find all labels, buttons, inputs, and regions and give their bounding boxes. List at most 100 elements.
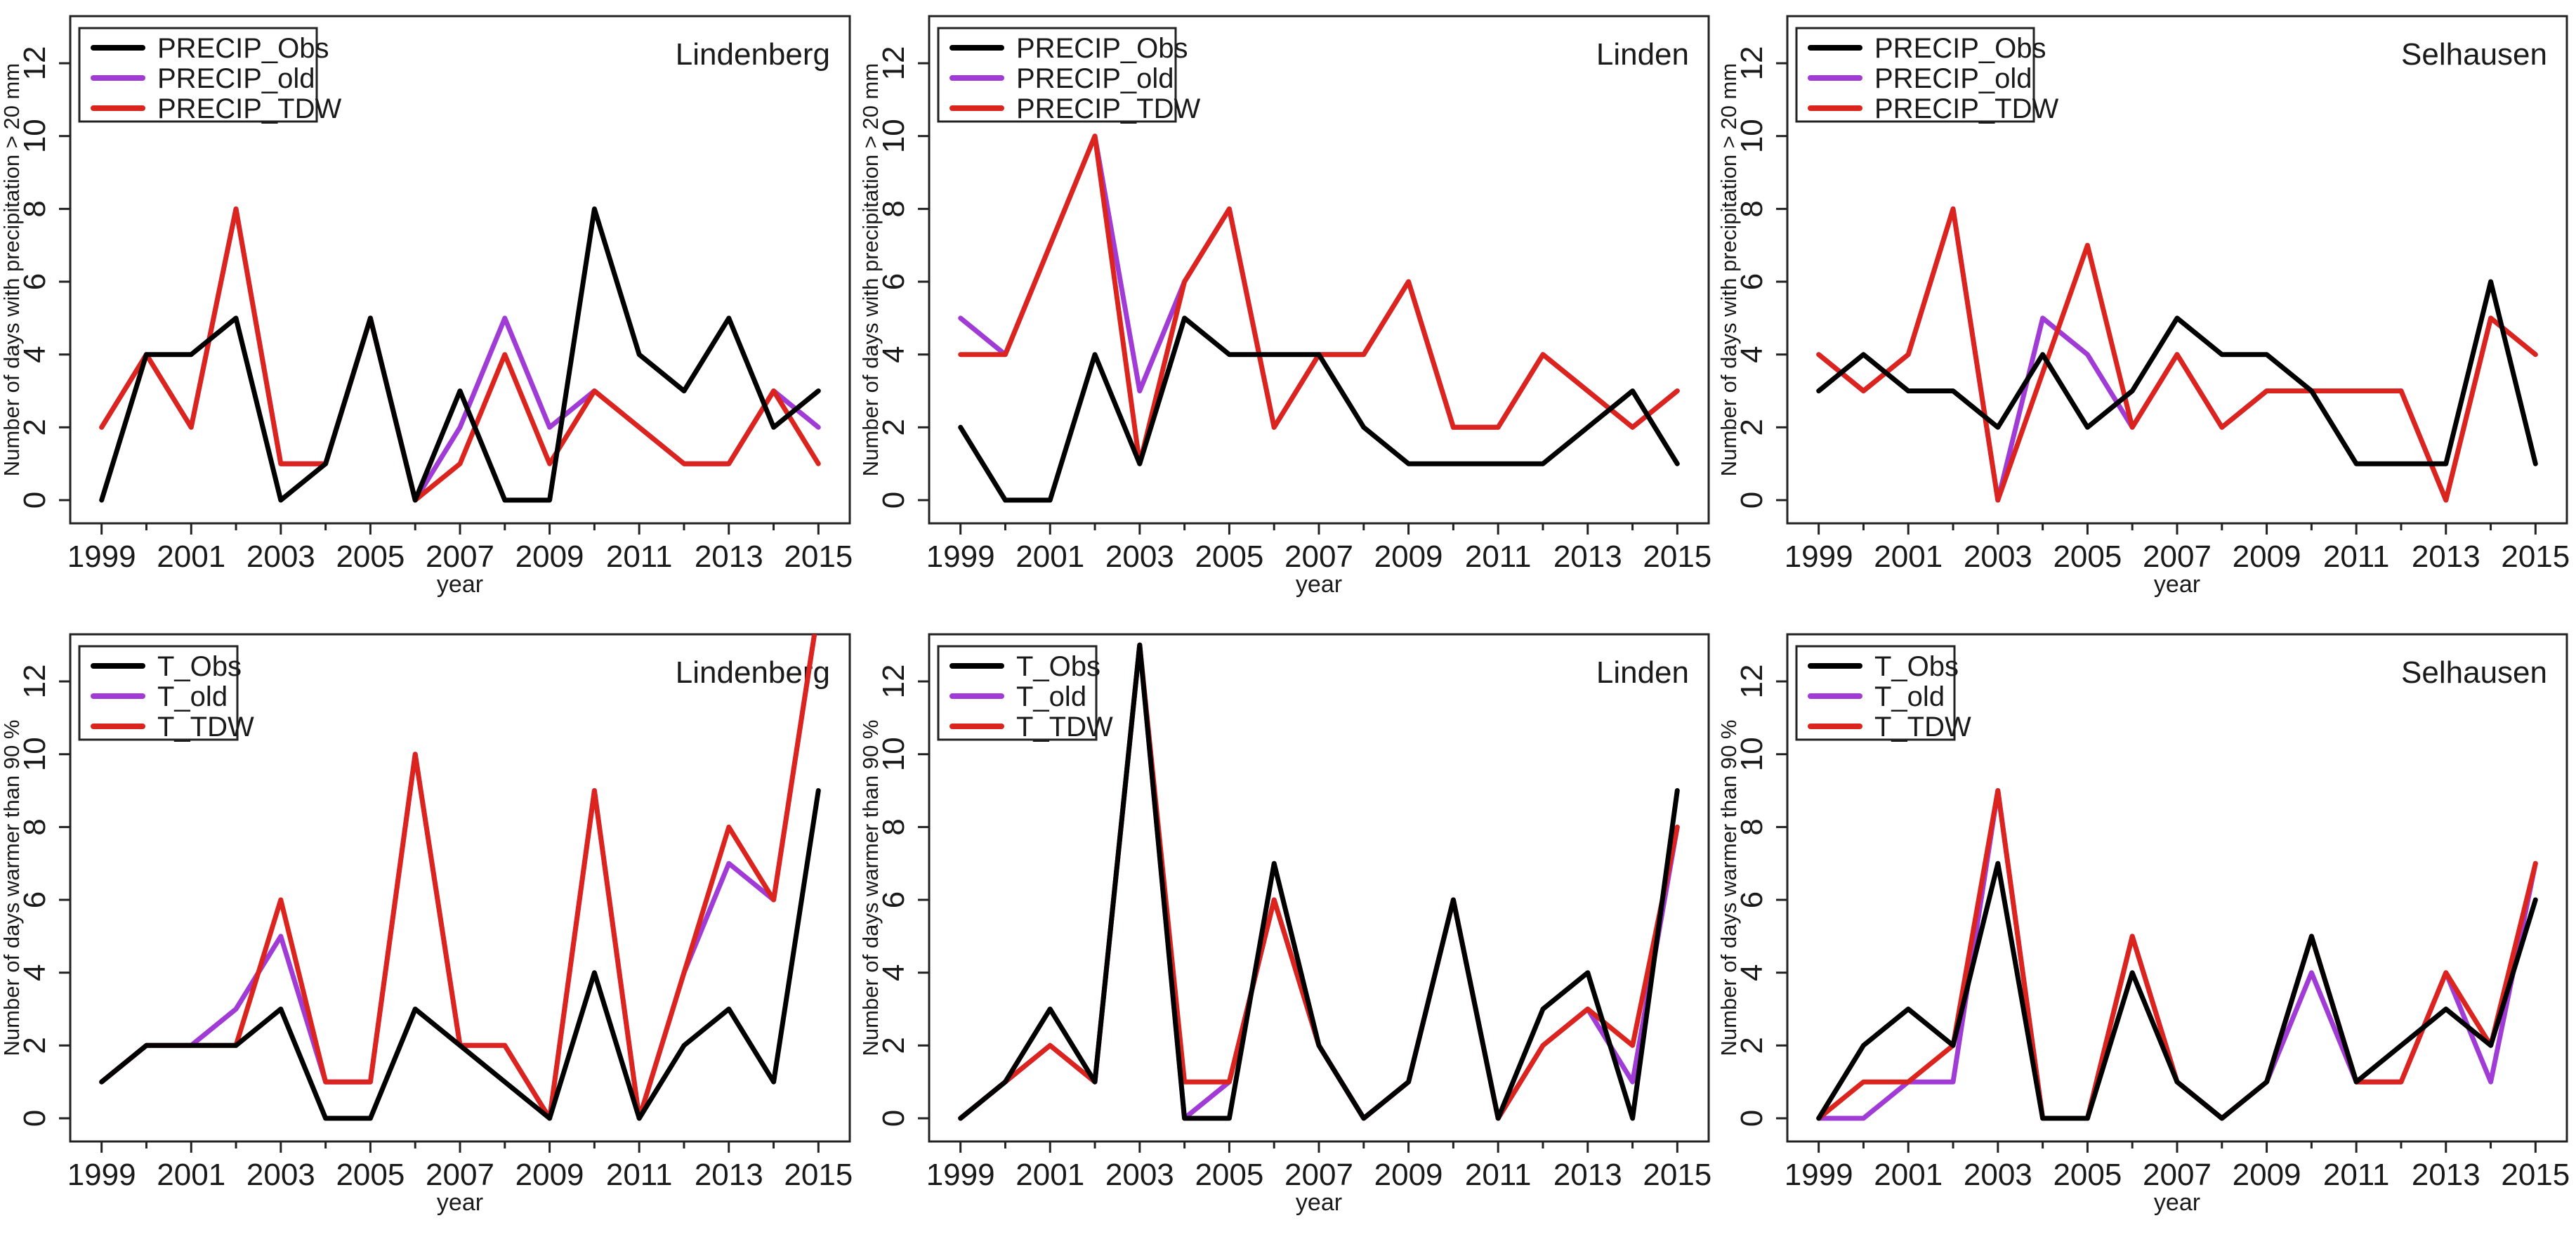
x-tick-label: 2015 (784, 539, 853, 574)
y-tick-label: 8 (876, 818, 911, 835)
y-tick-label: 2 (876, 1037, 911, 1054)
x-tick-label: 2005 (2053, 1158, 2122, 1192)
x-tick-label: 2013 (695, 539, 763, 574)
legend-label-T_old: T_old (1874, 681, 1945, 712)
y-tick-label: 2 (876, 419, 911, 436)
chart-temp-selhausen: 1999 2001 2003 2005 2007 2009 2011 2013 2015 0 2 4 6… (1717, 633, 2570, 1216)
x-tick-label: 2007 (2143, 539, 2212, 574)
y-tick-label: 4 (1735, 346, 1769, 362)
chart-panel-temp-linden: 1999 2001 2003 2005 2007 2009 2011 2013 2015 0 2 4 6… (859, 618, 1718, 1236)
y-tick-label: 10 (876, 737, 911, 771)
y-tick-label: 6 (876, 891, 911, 908)
series-group (1816, 206, 2538, 503)
y-axis-title: Number of days with precipitation > 20 m… (1717, 63, 1741, 476)
y-axis-title: Number of days warmer than 90 % (1717, 720, 1741, 1056)
chart-temp-linden: 1999 2001 2003 2005 2007 2009 2011 2013 2015 0 2 4 6… (859, 633, 1711, 1216)
chart-precip-linden: 1999 2001 2003 2005 2007 2009 2011 2013 2015 0 2 4 6… (859, 15, 1711, 598)
x-tick-label: 1999 (926, 539, 995, 574)
x-tick-label: 1999 (1785, 539, 1853, 574)
x-tick-label: 2011 (1465, 539, 1532, 574)
x-tick-label: 2009 (1374, 539, 1443, 574)
site-label: Selhausen (2401, 655, 2547, 690)
x-tick-label: 2015 (1643, 539, 1711, 574)
y-tick-label: 8 (1735, 818, 1769, 835)
x-tick-label: 2011 (2323, 1158, 2390, 1192)
site-label: Linden (1596, 37, 1689, 72)
x-tick-label: 2005 (336, 539, 405, 574)
x-tick-label: 2005 (2053, 539, 2122, 574)
legend-label-T_old: T_old (157, 681, 228, 712)
chart-precip-selhausen: 1999 2001 2003 2005 2007 2009 2011 2013 2015 0 2 4 6… (1717, 15, 2570, 598)
y-axis-title: Number of days with precipitation > 20 m… (0, 63, 24, 476)
x-tick-label: 2013 (1553, 539, 1622, 574)
x-tick-label: 2001 (1016, 1158, 1084, 1192)
y-tick-label: 10 (18, 119, 52, 153)
x-axis-title: year (2154, 571, 2200, 598)
legend-label-PRECIP_TDW: PRECIP_TDW (1016, 93, 1200, 124)
y-tick-label: 8 (18, 200, 52, 217)
y-tick-label: 4 (18, 964, 52, 981)
y-tick-label: 12 (18, 665, 52, 699)
legend-label-T_old: T_old (1016, 681, 1086, 712)
x-tick-label: 2011 (2323, 539, 2390, 574)
legend-label-T_Obs: T_Obs (1016, 651, 1100, 682)
y-tick-label: 4 (1735, 964, 1769, 981)
y-tick-label: 2 (1735, 1037, 1769, 1054)
series-group (958, 133, 1680, 503)
chart-panel-precip-selhausen: 1999 2001 2003 2005 2007 2009 2011 2013 2015 0 2 4 6… (1717, 0, 2576, 618)
y-tick-label: 0 (876, 1110, 911, 1127)
y-tick-label: 8 (876, 200, 911, 217)
legend-label-T_Obs: T_Obs (157, 651, 242, 682)
legend-label-T_TDW: T_TDW (157, 712, 254, 742)
x-tick-label: 2015 (2501, 539, 2570, 574)
x-tick-label: 2007 (426, 539, 494, 574)
legend-label-T_Obs: T_Obs (1874, 651, 1959, 682)
legend-label-PRECIP_old: PRECIP_old (157, 63, 315, 94)
x-tick-label: 1999 (67, 1158, 136, 1192)
y-tick-label: 4 (18, 346, 52, 362)
x-tick-label: 1999 (1785, 1158, 1853, 1192)
x-tick-label: 2005 (336, 1158, 405, 1192)
y-tick-label: 6 (876, 273, 911, 290)
legend-label-T_TDW: T_TDW (1874, 712, 1971, 742)
y-tick-label: 8 (1735, 200, 1769, 217)
x-tick-label: 2009 (515, 539, 584, 574)
x-tick-label: 2011 (1465, 1158, 1532, 1192)
y-tick-label: 12 (1735, 46, 1769, 81)
series-line-PRECIP_Obs (99, 206, 821, 503)
y-tick-label: 2 (1735, 419, 1769, 436)
x-tick-label: 2009 (1374, 1158, 1443, 1192)
x-tick-label: 2013 (2412, 1158, 2480, 1192)
x-tick-label: 2007 (1284, 1158, 1353, 1192)
x-tick-label: 2015 (2501, 1158, 2570, 1192)
series-line-PRECIP_Obs (958, 315, 1680, 503)
series-group (1816, 788, 2538, 1121)
chart-panel-temp-selhausen: 1999 2001 2003 2005 2007 2009 2011 2013 2015 0 2 4 6… (1717, 618, 2576, 1236)
legend-label-PRECIP_TDW: PRECIP_TDW (157, 93, 341, 124)
y-tick-label: 2 (18, 419, 52, 436)
site-label: Lindenberg (676, 37, 830, 72)
x-tick-label: 2003 (247, 539, 315, 574)
series-line-T_Obs (1816, 860, 2538, 1121)
legend-label-PRECIP_old: PRECIP_old (1874, 63, 2032, 94)
x-tick-label: 2001 (1874, 539, 1943, 574)
y-tick-label: 10 (1735, 737, 1769, 771)
y-tick-label: 10 (876, 119, 911, 153)
chart-precip-lindenberg: 1999 2001 2003 2005 2007 2009 2011 2013 2015 0 2 4 6… (0, 15, 853, 598)
x-tick-label: 2013 (695, 1158, 763, 1192)
series-line-PRECIP_TDW (1816, 206, 2538, 503)
site-label: Selhausen (2401, 37, 2547, 72)
x-tick-label: 2001 (1016, 539, 1084, 574)
y-tick-label: 10 (18, 737, 52, 771)
x-tick-label: 2007 (1284, 539, 1353, 574)
chart-panel-precip-linden: 1999 2001 2003 2005 2007 2009 2011 2013 2015 0 2 4 6… (859, 0, 1718, 618)
y-tick-label: 12 (18, 46, 52, 81)
y-tick-label: 6 (18, 891, 52, 908)
series-group (99, 206, 821, 503)
x-tick-label: 2015 (784, 1158, 853, 1192)
site-label: Linden (1596, 655, 1689, 690)
y-tick-label: 0 (876, 492, 911, 509)
y-tick-label: 6 (1735, 891, 1769, 908)
x-tick-label: 2003 (1964, 539, 2032, 574)
x-tick-label: 2007 (2143, 1158, 2212, 1192)
